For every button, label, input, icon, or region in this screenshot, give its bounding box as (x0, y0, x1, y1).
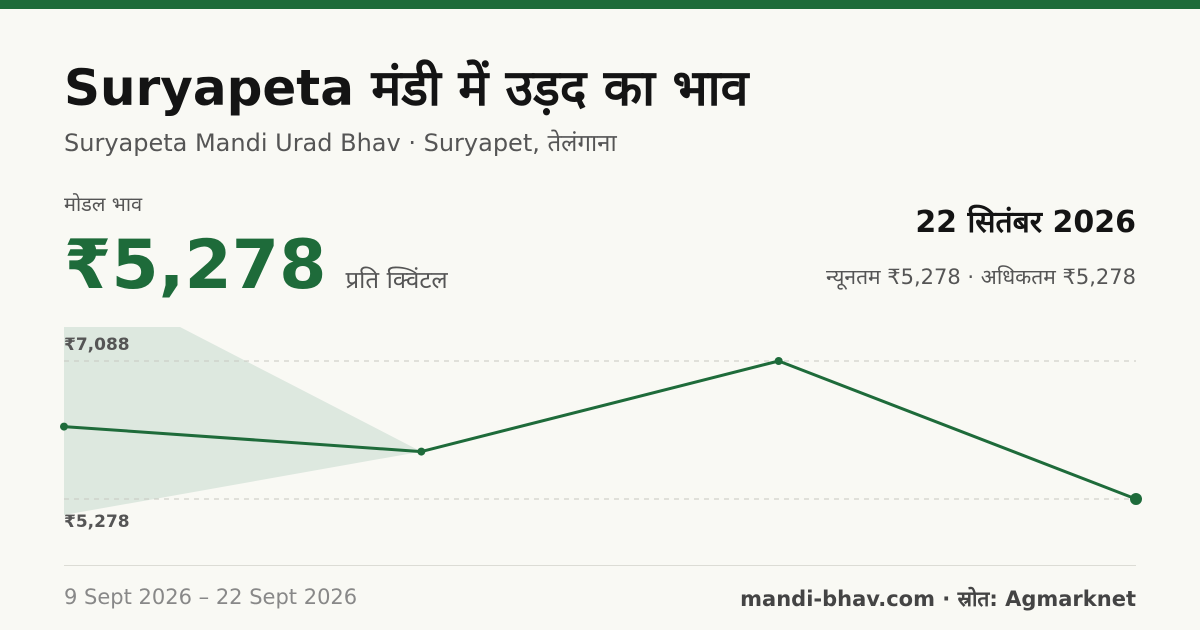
price-row: ₹5,278 प्रति क्विंटल (64, 226, 448, 305)
price-label: मोडल भाव (64, 192, 143, 216)
source-credit: mandi-bhav.com · स्रोत: Agmarknet (740, 587, 1136, 611)
data-point (774, 357, 783, 365)
y-tick-label-min: ₹5,278 (64, 512, 130, 532)
price-date: 22 सितंबर 2026 (915, 205, 1136, 240)
page-subtitle: Suryapeta Mandi Urad Bhav · Suryapet, ते… (64, 129, 617, 157)
data-point (417, 447, 426, 456)
top-accent-bar (0, 0, 1200, 9)
data-points (60, 357, 1142, 505)
price-unit: प्रति क्विंटल (345, 266, 448, 294)
chart-range-band (64, 327, 422, 515)
data-point (60, 422, 68, 431)
data-point (1130, 493, 1142, 505)
y-tick-label-max: ₹7,088 (64, 335, 130, 355)
modal-price-value: ₹5,278 (64, 226, 327, 305)
date-range: 9 Sept 2026 – 22 Sept 2026 (64, 585, 358, 609)
min-max-price: न्यूनतम ₹5,278 · अधिकतम ₹5,278 (826, 265, 1136, 289)
series-line (63, 359, 1137, 501)
footer-divider (64, 565, 1136, 566)
page-title: Suryapeta मंडी में उड़द का भाव (64, 59, 749, 117)
